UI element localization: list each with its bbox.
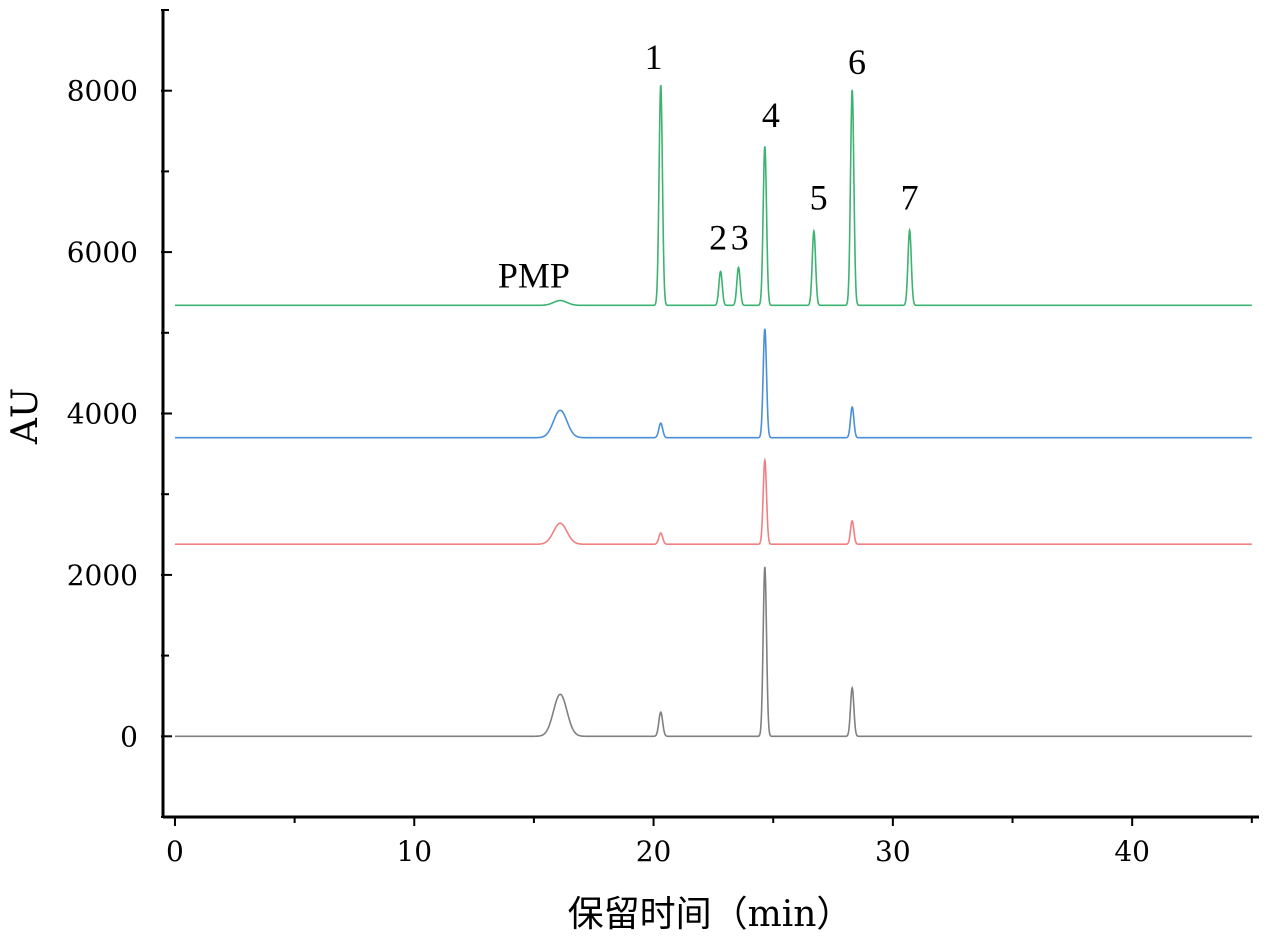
y-tick-label: 8000	[67, 75, 138, 108]
chromatogram-trace-2	[174, 457, 1252, 546]
y-tick-label: 0	[120, 720, 138, 753]
x-tick-label: 10	[396, 835, 432, 868]
y-tick-label: 4000	[67, 398, 138, 431]
peak-label: 1	[645, 37, 663, 77]
chromatogram-trace-1	[174, 566, 1252, 738]
series-layer	[174, 84, 1252, 738]
peak-label: PMP	[498, 256, 570, 296]
y-ticks: 0 2000 4000 6000 8000	[67, 9, 172, 818]
peak-label: 5	[810, 177, 828, 217]
x-tick-label: 30	[875, 835, 911, 868]
x-tick-label: 20	[636, 835, 672, 868]
axes-layer	[161, 10, 1259, 819]
y-tick-label: 6000	[67, 236, 138, 269]
y-axis-title: AU	[5, 388, 46, 445]
peak-label: 7	[901, 177, 919, 217]
peak-label: 6	[848, 42, 866, 82]
x-axis-title: 保留时间（min）	[568, 894, 853, 935]
chromatogram-trace-3	[174, 328, 1252, 439]
peak-label: 2	[709, 218, 727, 258]
x-tick-label: 40	[1114, 835, 1150, 868]
x-tick-label: 0	[166, 835, 184, 868]
peak-label: 4	[762, 95, 780, 135]
x-ticks: 0 10 20 30 40	[166, 817, 1253, 868]
peak-label: 3	[731, 218, 749, 258]
chromatogram-trace-4	[174, 84, 1252, 307]
y-tick-label: 2000	[67, 559, 138, 592]
